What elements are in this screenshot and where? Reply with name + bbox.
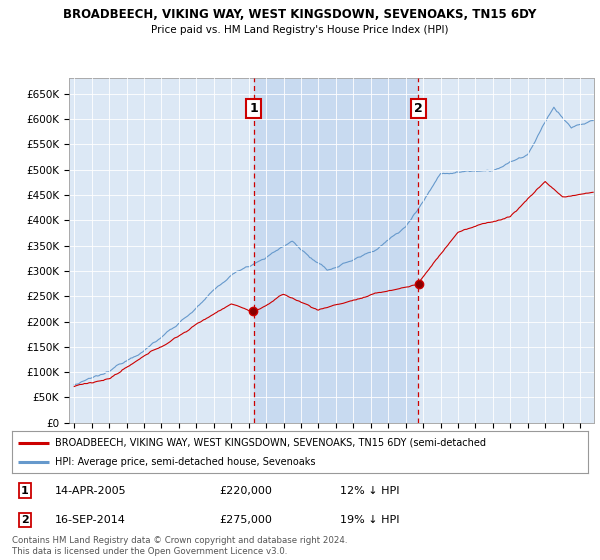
Text: 1: 1 bbox=[250, 102, 258, 115]
Text: Contains HM Land Registry data © Crown copyright and database right 2024.
This d: Contains HM Land Registry data © Crown c… bbox=[12, 536, 347, 556]
Text: BROADBEECH, VIKING WAY, WEST KINGSDOWN, SEVENOAKS, TN15 6DY: BROADBEECH, VIKING WAY, WEST KINGSDOWN, … bbox=[64, 8, 536, 21]
Text: £275,000: £275,000 bbox=[220, 515, 272, 525]
Text: 1: 1 bbox=[21, 486, 29, 496]
Bar bbox=[254, 78, 418, 423]
Text: 12% ↓ HPI: 12% ↓ HPI bbox=[340, 486, 400, 496]
Text: BROADBEECH, VIKING WAY, WEST KINGSDOWN, SEVENOAKS, TN15 6DY (semi-detached: BROADBEECH, VIKING WAY, WEST KINGSDOWN, … bbox=[55, 437, 486, 447]
Text: 19% ↓ HPI: 19% ↓ HPI bbox=[340, 515, 400, 525]
Text: HPI: Average price, semi-detached house, Sevenoaks: HPI: Average price, semi-detached house,… bbox=[55, 457, 316, 467]
Text: 16-SEP-2014: 16-SEP-2014 bbox=[55, 515, 126, 525]
Text: £220,000: £220,000 bbox=[220, 486, 272, 496]
Text: Price paid vs. HM Land Registry's House Price Index (HPI): Price paid vs. HM Land Registry's House … bbox=[151, 25, 449, 35]
Text: 14-APR-2005: 14-APR-2005 bbox=[55, 486, 127, 496]
Text: 2: 2 bbox=[413, 102, 422, 115]
Text: 2: 2 bbox=[21, 515, 29, 525]
